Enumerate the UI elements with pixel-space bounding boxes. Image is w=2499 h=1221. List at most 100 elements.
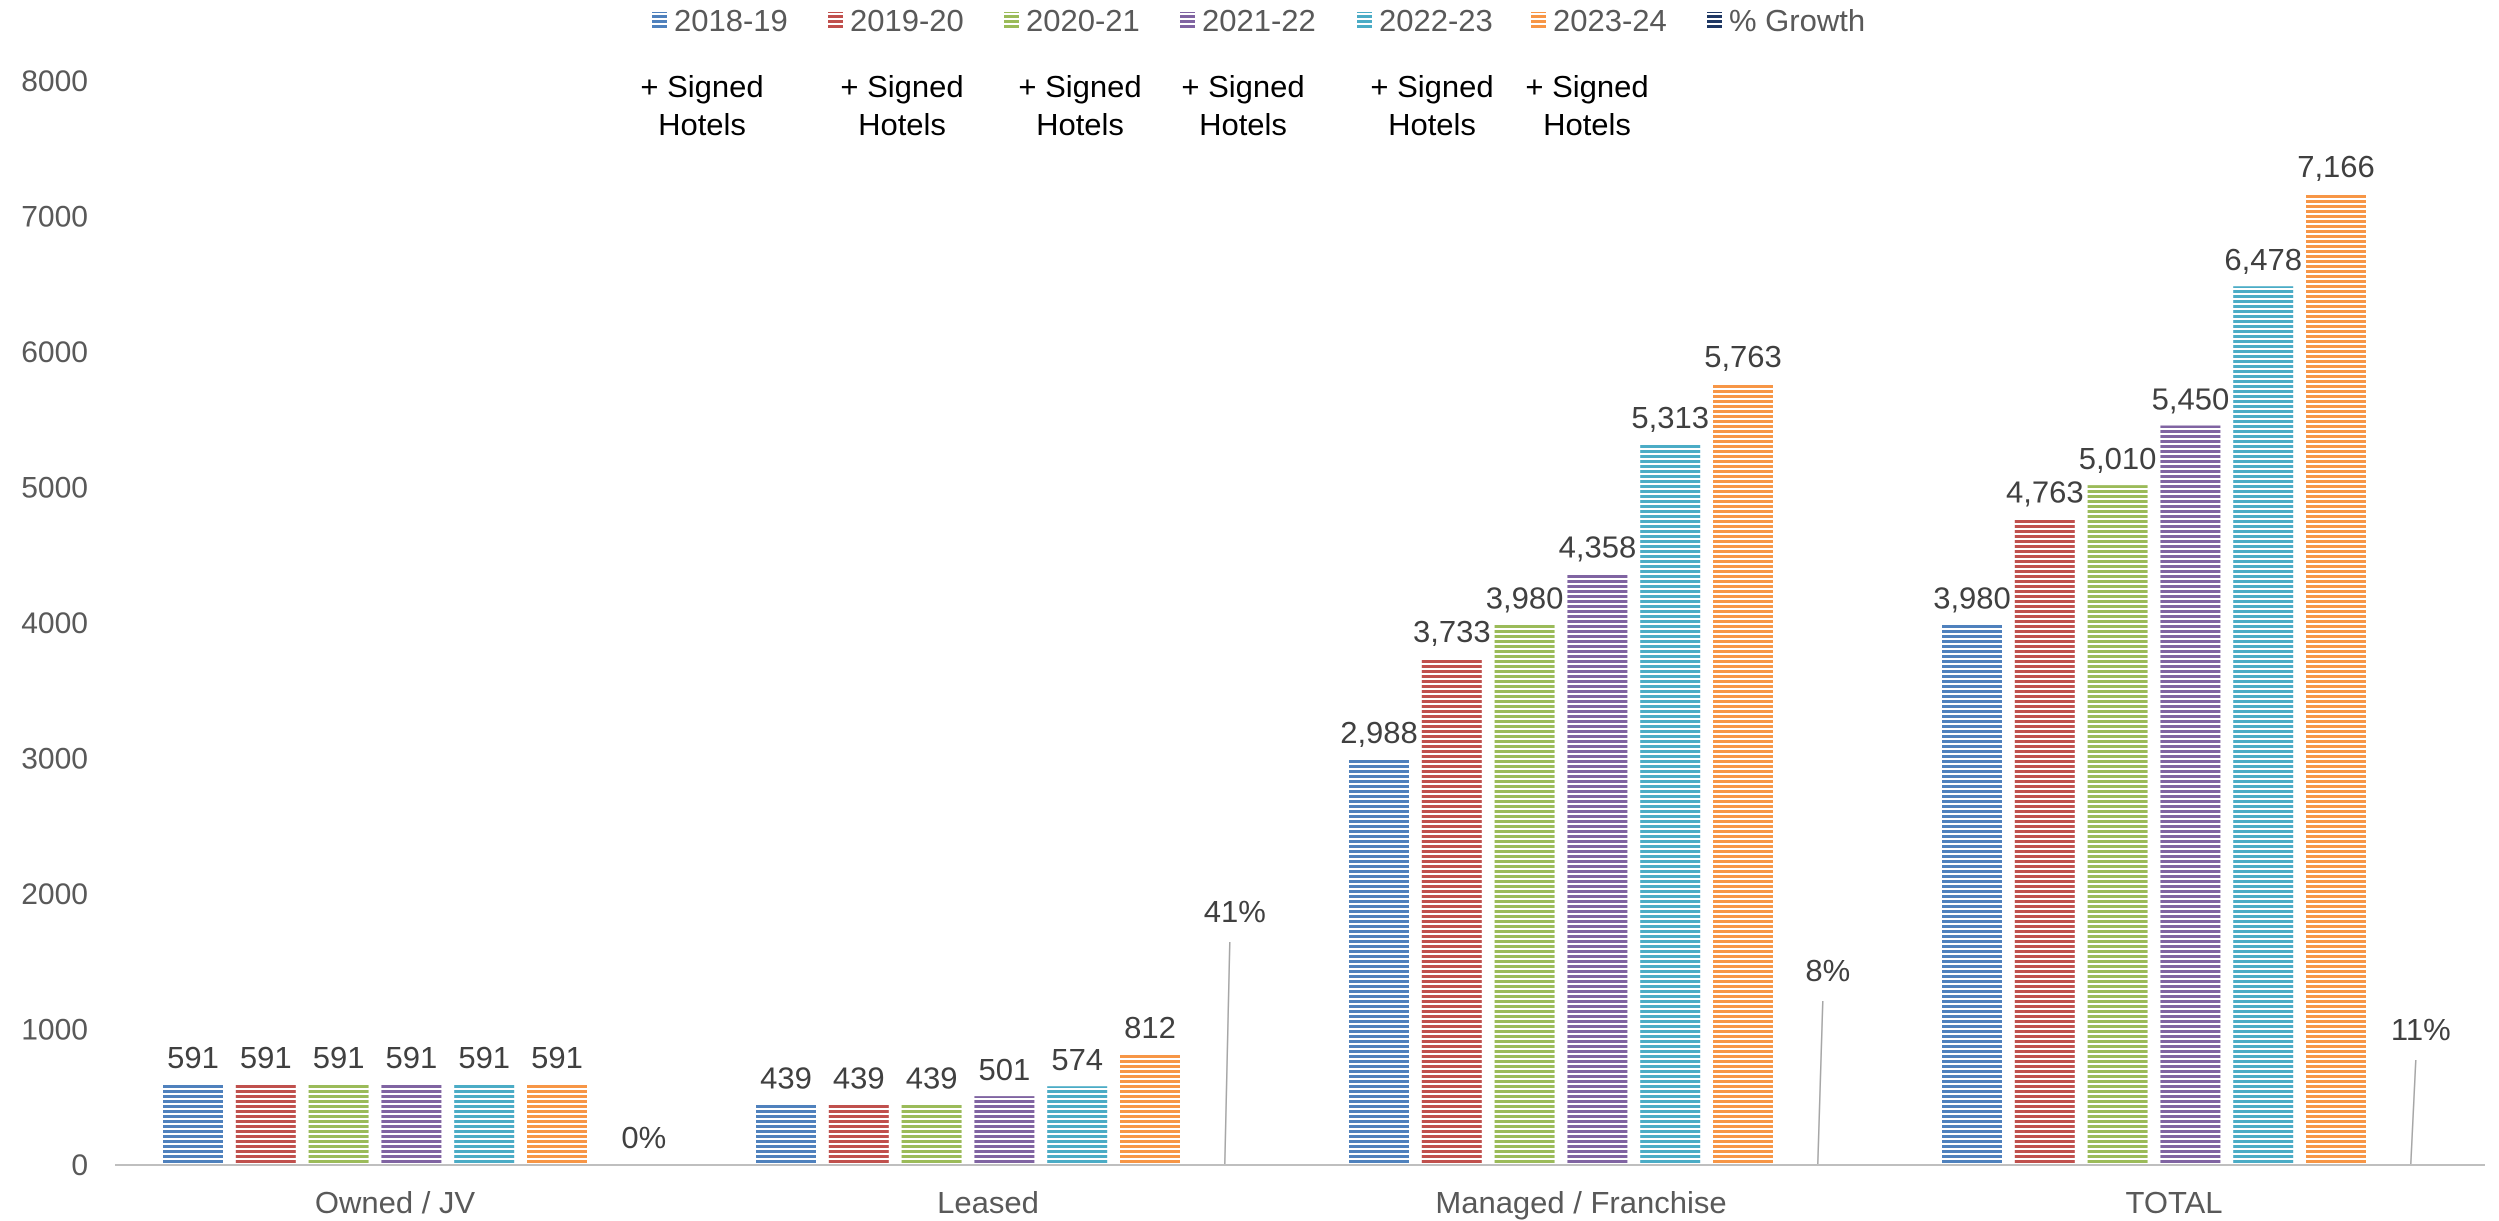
data-label: 812 <box>1124 1010 1176 1045</box>
y-tick-label: 8000 <box>21 65 88 98</box>
data-label: 591 <box>531 1040 583 1075</box>
data-label: 5,313 <box>1631 400 1709 435</box>
bar-2023-24 <box>527 1083 587 1164</box>
bar-2022-23 <box>1047 1086 1108 1164</box>
bar-2019-20 <box>2014 518 2075 1164</box>
legend-item-2023-24: 2023-24 <box>1531 3 1667 38</box>
data-label: 439 <box>906 1061 958 1096</box>
data-label: 7,166 <box>2297 149 2375 184</box>
growth-label: 11% <box>2391 1012 2451 1047</box>
y-tick-label: 7000 <box>21 201 88 234</box>
legend-swatch <box>1707 12 1722 30</box>
y-tick-label: 4000 <box>21 607 88 640</box>
data-label: 4,763 <box>2006 475 2084 510</box>
series-sublabel: + Signed Hotels <box>640 69 763 142</box>
bar-2022-23 <box>454 1083 515 1164</box>
y-tick-label: 1000 <box>21 1014 88 1047</box>
data-label: 591 <box>313 1040 365 1075</box>
bar-2018-19 <box>756 1104 816 1164</box>
data-label: 3,980 <box>1933 581 2011 616</box>
bar-2019-20 <box>235 1083 296 1164</box>
chart-legend: 2018-19 2019-20 2020-21 2021-22 2022-23 2023-… <box>652 3 1865 38</box>
bar-2020-21 <box>308 1083 369 1164</box>
legend-label: % Growth <box>1729 3 1865 38</box>
growth-leader-line <box>1224 941 1231 1165</box>
bar-2020-21 <box>2087 485 2148 1164</box>
legend-label: 2023-24 <box>1553 3 1667 38</box>
legend-label: 2022-23 <box>1379 3 1493 38</box>
bar-2020-21 <box>1494 624 1555 1164</box>
bar-2022-23 <box>1640 444 1701 1164</box>
legend-swatch <box>1531 12 1546 30</box>
growth-leader-line <box>2410 1059 2417 1165</box>
data-label: 439 <box>833 1061 885 1096</box>
bar-2021-22 <box>2160 425 2221 1164</box>
bar-2020-21 <box>901 1104 962 1164</box>
series-sublabel: + Signed Hotels <box>840 69 963 142</box>
x-category-label: TOTAL <box>2125 1185 2222 1220</box>
data-label: 574 <box>1051 1042 1103 1077</box>
y-tick-label: 2000 <box>21 878 88 911</box>
bar-2019-20 <box>1421 658 1482 1164</box>
bar-group-leased: 439 439 439 501 574 812 41% <box>756 894 1266 1165</box>
data-label: 591 <box>386 1040 438 1075</box>
bar-2023-24 <box>1713 383 1773 1164</box>
y-axis: 0 1000 2000 3000 4000 5000 6000 7000 8000 <box>21 65 88 1182</box>
data-label: 4,358 <box>1559 529 1637 564</box>
legend-swatch <box>828 12 843 30</box>
growth-label: 0% <box>621 1120 666 1155</box>
growth-label: 41% <box>1204 894 1266 929</box>
legend-label: 2019-20 <box>850 3 964 38</box>
data-label: 591 <box>167 1040 219 1075</box>
legend-swatch <box>1357 12 1372 30</box>
bar-2019-20 <box>828 1104 889 1164</box>
bar-2021-22 <box>974 1096 1035 1164</box>
bar-2021-22 <box>381 1083 442 1164</box>
data-label: 5,763 <box>1704 339 1782 374</box>
series-sublabels: + Signed Hotels + Signed Hotels + Signed Hote… <box>640 69 1648 142</box>
data-label: 501 <box>979 1052 1031 1087</box>
legend-item-2020-21: 2020-21 <box>1004 3 1140 38</box>
bar-2018-19 <box>1349 759 1409 1164</box>
bar-2018-19 <box>163 1083 223 1164</box>
bar-2022-23 <box>2233 286 2294 1165</box>
x-category-label: Leased <box>937 1185 1039 1220</box>
data-label: 5,450 <box>2152 382 2230 417</box>
growth-leader-line <box>1817 1000 1824 1165</box>
y-tick-label: 6000 <box>21 336 88 369</box>
x-category-label: Owned / JV <box>315 1185 476 1220</box>
data-label: 591 <box>240 1040 292 1075</box>
x-category-label: Managed / Franchise <box>1435 1185 1726 1220</box>
growth-label: 8% <box>1805 953 1850 988</box>
y-tick-label: 3000 <box>21 743 88 776</box>
legend-swatch <box>1180 12 1195 30</box>
data-label: 591 <box>458 1040 510 1075</box>
series-sublabel: + Signed Hotels <box>1181 69 1304 142</box>
bar-2018-19 <box>1942 624 2002 1164</box>
bar-group-owned-jv: 591 591 591 591 591 591 0% <box>163 1040 666 1164</box>
legend-item-2019-20: 2019-20 <box>828 3 964 38</box>
legend-item-2021-22: 2021-22 <box>1180 3 1316 38</box>
data-label: 2,988 <box>1340 715 1418 750</box>
data-label: 5,010 <box>2079 441 2157 476</box>
data-label: 6,478 <box>2224 242 2302 277</box>
series-sublabel: + Signed Hotels <box>1525 69 1648 142</box>
legend-item-2022-23: 2022-23 <box>1357 3 1493 38</box>
legend-item-2018-19: 2018-19 <box>652 3 788 38</box>
y-tick-label: 5000 <box>21 472 88 505</box>
bar-2023-24 <box>1120 1053 1180 1164</box>
legend-swatch <box>1004 12 1019 30</box>
bar-2023-24 <box>2306 193 2366 1164</box>
series-sublabel: + Signed Hotels <box>1018 69 1141 142</box>
data-label: 3,733 <box>1413 614 1491 649</box>
data-label: 439 <box>760 1061 812 1096</box>
legend-label: 2021-22 <box>1202 3 1316 38</box>
bar-2021-22 <box>1567 573 1628 1164</box>
series-sublabel: + Signed Hotels <box>1370 69 1493 142</box>
y-tick-label: 0 <box>71 1149 88 1182</box>
bar-area: 591 591 591 591 591 591 0% 439 439 439 501 574 812 41… <box>163 149 2451 1165</box>
x-axis: Owned / JV Leased Managed / Franchise TOTAL <box>115 1164 2485 1220</box>
